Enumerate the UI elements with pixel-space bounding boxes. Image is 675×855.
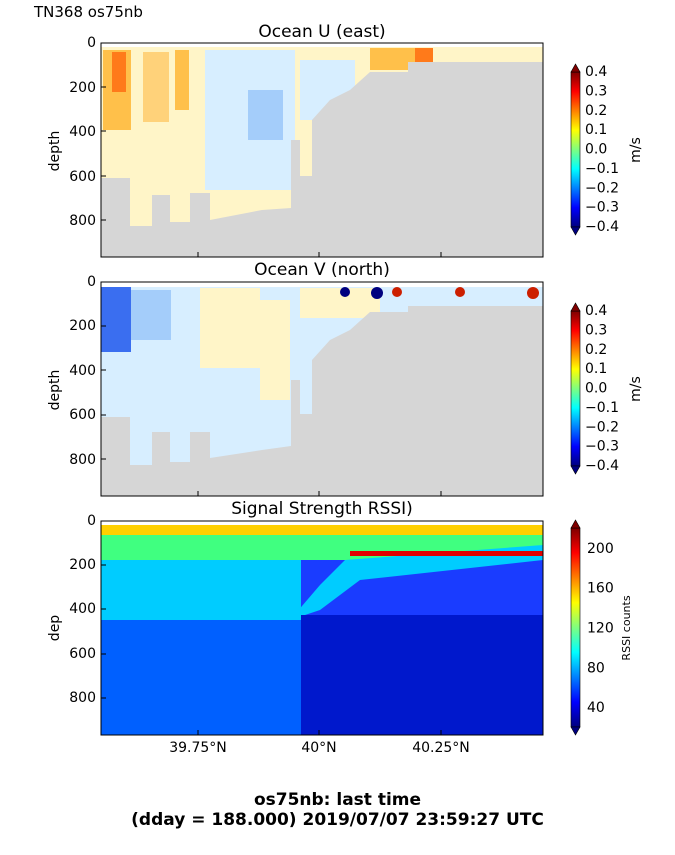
v-eddy	[371, 287, 383, 299]
panel-rssi-plot	[100, 520, 544, 736]
v-eddy	[340, 287, 350, 297]
colorbar-tick: 0.1	[585, 361, 607, 377]
rssi-bottom-echo	[350, 551, 543, 556]
rssi-colorbar: 200 160 120 80 40 RSSI counts	[570, 519, 633, 736]
u-negative-core	[248, 90, 283, 140]
colorbar-tick: 160	[587, 581, 614, 597]
panel-rssi: Signal Strength RSSI) dep 0 200 400 600 …	[47, 499, 633, 756]
rssi-colorbar-label: RSSI counts	[620, 595, 633, 660]
panel-u-title: Ocean U (east)	[258, 22, 385, 42]
rssi-ytick: 0	[87, 513, 96, 529]
colorbar-tick: 0.0	[585, 381, 607, 397]
colorbar-tick: 80	[587, 660, 605, 676]
rssi-ytick: 800	[69, 690, 96, 706]
panel-u-plot	[100, 42, 544, 258]
v-surface-band	[300, 288, 380, 318]
colorbar-tick: 0.4	[585, 303, 607, 319]
rssi-deep-band	[101, 620, 301, 735]
colorbar-tick: −0.2	[585, 180, 619, 196]
rssi-xtick: 40°N	[301, 740, 336, 756]
colorbar-tick: −0.1	[585, 400, 619, 416]
rssi-xtick: 39.75°N	[169, 740, 227, 756]
v-ytick: 800	[69, 452, 96, 468]
panel-rssi-title: Signal Strength RSSI)	[231, 499, 413, 519]
v-weak-north-2	[260, 300, 290, 400]
v-ytick: 600	[69, 407, 96, 423]
u-ytick: 0	[87, 35, 96, 51]
u-ytick: 200	[69, 80, 96, 96]
colorbar-tick: 0.3	[585, 83, 607, 99]
colorbar-tick: −0.4	[585, 219, 619, 235]
v-bottom-mask	[101, 306, 543, 496]
colorbar-tick: −0.3	[585, 200, 619, 216]
colorbar-tick: 40	[587, 700, 605, 716]
v-strong-south	[101, 287, 131, 352]
rssi-xtick: 40.25°N	[412, 740, 470, 756]
panel-ocean-v: Ocean V (north) depth 0 200 400 600 800	[47, 260, 644, 497]
u-colorbar: 0.4 0.3 0.2 0.1 0.0 −0.1 −0.2 −0.3 −0.4 m/s	[570, 63, 644, 236]
colorbar-tick: 0.0	[585, 142, 607, 158]
u-bottom-mask	[101, 62, 543, 257]
u-positive-band	[143, 52, 169, 122]
footer-line-2: (dday = 188.000) 2019/07/07 23:59:27 UTC	[131, 810, 544, 830]
rssi-ytick: 200	[69, 557, 96, 573]
panel-ocean-u: Ocean U (east) depth 0 200 400 600 800	[47, 22, 644, 258]
v-south-band	[131, 290, 171, 340]
cruise-label: TN368 os75nb	[34, 3, 143, 21]
colorbar-tick: 0.2	[585, 103, 607, 119]
u-ytick: 800	[69, 213, 96, 229]
v-weak-north	[200, 288, 260, 368]
u-positive-band-2	[175, 50, 189, 110]
v-eddy	[455, 287, 465, 297]
u-ytick: 600	[69, 169, 96, 185]
v-ytick: 400	[69, 363, 96, 379]
rssi-surface-band	[101, 525, 543, 535]
v-colorbar: 0.4 0.3 0.2 0.1 0.0 −0.1 −0.2 −0.3 −0.4 m/s	[570, 302, 644, 475]
rssi-ytick: 600	[69, 646, 96, 662]
colorbar-tick: 200	[587, 541, 614, 557]
colorbar-tick: −0.2	[585, 419, 619, 435]
u-colorbar-label: m/s	[628, 137, 644, 163]
rssi-slope-band	[290, 545, 543, 620]
panel-v-ylabel: depth	[47, 370, 63, 411]
u-strong-core	[112, 52, 126, 92]
u-ytick: 400	[69, 124, 96, 140]
colorbar-tick: 0.2	[585, 342, 607, 358]
rssi-deep-east	[301, 615, 543, 735]
v-eddy	[527, 287, 539, 299]
v-colorbar-label: m/s	[628, 376, 644, 402]
colorbar-tick: −0.1	[585, 161, 619, 177]
panel-v-title: Ocean V (north)	[254, 260, 390, 280]
colorbar-tick: −0.3	[585, 439, 619, 455]
colorbar-tick: 0.3	[585, 322, 607, 338]
panel-v-plot	[100, 281, 544, 497]
u-strong-surface	[415, 48, 433, 66]
colorbar-tick: 0.1	[585, 122, 607, 138]
rssi-ytick: 400	[69, 601, 96, 617]
panel-u-ylabel: depth	[47, 131, 63, 172]
footer-line-1: os75nb: last time	[253, 790, 422, 810]
rssi-mid-band	[101, 560, 301, 620]
colorbar-tick: 0.4	[585, 64, 607, 80]
v-eddy	[392, 287, 402, 297]
v-ytick: 200	[69, 318, 96, 334]
colorbar-tick: 120	[587, 621, 614, 637]
colorbar-tick: −0.4	[585, 458, 619, 474]
panel-rssi-ylabel: dep	[47, 615, 63, 642]
v-ytick: 0	[87, 274, 96, 290]
